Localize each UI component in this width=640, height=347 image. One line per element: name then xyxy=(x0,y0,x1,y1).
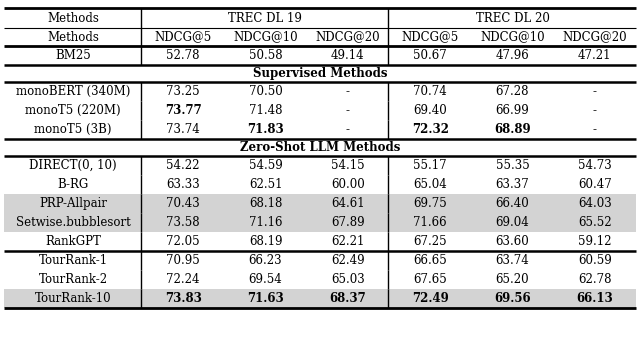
Text: monoT5 (220M): monoT5 (220M) xyxy=(25,104,121,117)
Text: 71.63: 71.63 xyxy=(247,292,284,305)
Text: 70.43: 70.43 xyxy=(166,197,200,210)
Text: 50.67: 50.67 xyxy=(413,49,447,62)
Text: NDCG@20: NDCG@20 xyxy=(316,31,380,43)
Text: 47.21: 47.21 xyxy=(578,49,612,62)
Text: NDCG@10: NDCG@10 xyxy=(480,31,545,43)
Text: 63.33: 63.33 xyxy=(166,178,200,191)
Text: monoBERT (340M): monoBERT (340M) xyxy=(16,85,130,98)
Text: TourRank-2: TourRank-2 xyxy=(38,273,108,286)
Text: 67.65: 67.65 xyxy=(413,273,447,286)
Text: 66.40: 66.40 xyxy=(495,197,529,210)
Text: 68.19: 68.19 xyxy=(249,235,282,248)
Text: -: - xyxy=(593,123,597,136)
Text: Methods: Methods xyxy=(47,31,99,43)
Text: 73.58: 73.58 xyxy=(166,216,200,229)
Bar xyxy=(4,213,636,232)
Text: 73.74: 73.74 xyxy=(166,123,200,136)
Text: 60.00: 60.00 xyxy=(331,178,365,191)
Text: 60.59: 60.59 xyxy=(578,254,612,267)
Text: 62.49: 62.49 xyxy=(331,254,365,267)
Text: 66.99: 66.99 xyxy=(495,104,529,117)
Text: 67.89: 67.89 xyxy=(331,216,365,229)
Text: 64.61: 64.61 xyxy=(331,197,365,210)
Text: 65.52: 65.52 xyxy=(578,216,612,229)
Text: 55.35: 55.35 xyxy=(495,159,529,172)
Text: 72.32: 72.32 xyxy=(412,123,449,136)
Text: -: - xyxy=(346,104,350,117)
Text: 60.47: 60.47 xyxy=(578,178,612,191)
Text: TREC DL 19: TREC DL 19 xyxy=(228,11,302,25)
Text: 69.56: 69.56 xyxy=(494,292,531,305)
Text: 68.89: 68.89 xyxy=(494,123,531,136)
Text: -: - xyxy=(346,123,350,136)
Text: 66.13: 66.13 xyxy=(577,292,613,305)
Text: 69.54: 69.54 xyxy=(248,273,282,286)
Text: 67.28: 67.28 xyxy=(496,85,529,98)
Text: 64.03: 64.03 xyxy=(578,197,612,210)
Text: 73.83: 73.83 xyxy=(164,292,202,305)
Text: NDCG@20: NDCG@20 xyxy=(563,31,627,43)
Text: 71.83: 71.83 xyxy=(247,123,284,136)
Text: BM25: BM25 xyxy=(55,49,91,62)
Text: 68.37: 68.37 xyxy=(330,292,366,305)
Text: 63.74: 63.74 xyxy=(495,254,529,267)
Text: 71.66: 71.66 xyxy=(413,216,447,229)
Text: 49.14: 49.14 xyxy=(331,49,365,62)
Text: -: - xyxy=(593,104,597,117)
Text: Zero-Shot LLM Methods: Zero-Shot LLM Methods xyxy=(240,141,400,154)
Text: NDCG@10: NDCG@10 xyxy=(233,31,298,43)
Text: Methods: Methods xyxy=(47,11,99,25)
Text: RankGPT: RankGPT xyxy=(45,235,101,248)
Text: 63.60: 63.60 xyxy=(495,235,529,248)
Text: NDCG@5: NDCG@5 xyxy=(401,31,459,43)
Text: Setwise.bubblesort: Setwise.bubblesort xyxy=(15,216,131,229)
Text: 66.23: 66.23 xyxy=(249,254,282,267)
Text: TourRank-10: TourRank-10 xyxy=(35,292,111,305)
Text: 70.95: 70.95 xyxy=(166,254,200,267)
Text: 70.50: 70.50 xyxy=(248,85,282,98)
Text: 54.15: 54.15 xyxy=(331,159,365,172)
Text: 65.20: 65.20 xyxy=(496,273,529,286)
Text: 68.18: 68.18 xyxy=(249,197,282,210)
Text: 72.05: 72.05 xyxy=(166,235,200,248)
Text: 52.78: 52.78 xyxy=(166,49,200,62)
Text: NDCG@5: NDCG@5 xyxy=(154,31,212,43)
Bar xyxy=(4,289,636,308)
Text: 69.04: 69.04 xyxy=(495,216,529,229)
Text: -: - xyxy=(593,85,597,98)
Text: 72.24: 72.24 xyxy=(166,273,200,286)
Text: 71.16: 71.16 xyxy=(249,216,282,229)
Text: -: - xyxy=(346,85,350,98)
Text: 62.51: 62.51 xyxy=(249,178,282,191)
Text: 50.58: 50.58 xyxy=(249,49,282,62)
Bar xyxy=(4,194,636,213)
Text: DIRECT(0, 10): DIRECT(0, 10) xyxy=(29,159,117,172)
Text: Supervised Methods: Supervised Methods xyxy=(253,67,387,80)
Text: 54.73: 54.73 xyxy=(578,159,612,172)
Text: 66.65: 66.65 xyxy=(413,254,447,267)
Text: 69.40: 69.40 xyxy=(413,104,447,117)
Text: 63.37: 63.37 xyxy=(495,178,529,191)
Text: 65.04: 65.04 xyxy=(413,178,447,191)
Text: 73.25: 73.25 xyxy=(166,85,200,98)
Text: 65.03: 65.03 xyxy=(331,273,365,286)
Text: 73.77: 73.77 xyxy=(164,104,202,117)
Text: PRP-Allpair: PRP-Allpair xyxy=(39,197,107,210)
Text: 67.25: 67.25 xyxy=(413,235,447,248)
Text: 59.12: 59.12 xyxy=(578,235,612,248)
Text: 55.17: 55.17 xyxy=(413,159,447,172)
Text: 71.48: 71.48 xyxy=(249,104,282,117)
Text: monoT5 (3B): monoT5 (3B) xyxy=(35,123,112,136)
Text: 70.74: 70.74 xyxy=(413,85,447,98)
Text: 54.22: 54.22 xyxy=(166,159,200,172)
Text: 62.21: 62.21 xyxy=(331,235,365,248)
Text: B-RG: B-RG xyxy=(58,178,88,191)
Text: 47.96: 47.96 xyxy=(495,49,529,62)
Text: 62.78: 62.78 xyxy=(578,273,612,286)
Text: TourRank-1: TourRank-1 xyxy=(38,254,108,267)
Text: 72.49: 72.49 xyxy=(412,292,449,305)
Text: 54.59: 54.59 xyxy=(248,159,282,172)
Text: 69.75: 69.75 xyxy=(413,197,447,210)
Text: TREC DL 20: TREC DL 20 xyxy=(476,11,549,25)
